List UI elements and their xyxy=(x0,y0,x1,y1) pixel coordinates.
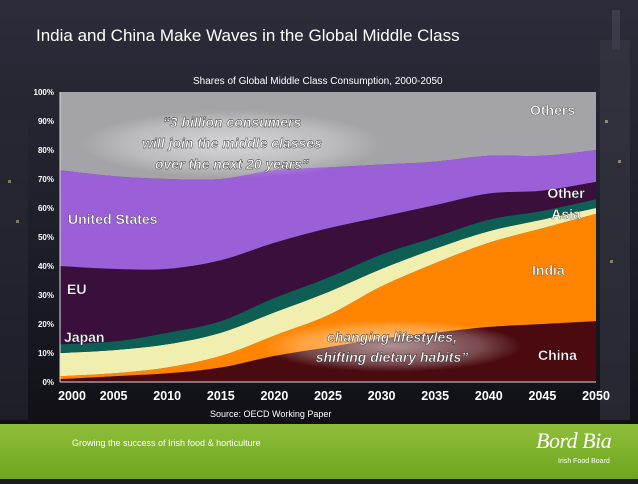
series-label-india: India xyxy=(532,262,565,278)
y-tick-label: 20% xyxy=(38,320,54,329)
x-tick-label: 2005 xyxy=(100,389,128,403)
y-tick-label: 100% xyxy=(34,88,54,97)
quote-text: over the next 20 years” xyxy=(155,156,309,172)
series-label-japan: Japan xyxy=(64,329,104,345)
series-label-china: China xyxy=(538,347,577,363)
series-label-other-asia: Other xyxy=(547,185,585,201)
x-tick-label: 2025 xyxy=(314,389,342,403)
x-tick-label: 2045 xyxy=(528,389,556,403)
area-other-asia xyxy=(60,199,596,353)
footer-tagline: Growing the success of Irish food & hort… xyxy=(72,438,261,448)
x-tick-label: 2040 xyxy=(475,389,503,403)
quote-text: “3 billion consumers xyxy=(163,114,302,130)
x-tick-label: 2030 xyxy=(368,389,396,403)
quote-text: changing lifestyles, xyxy=(327,329,457,345)
area-india xyxy=(60,213,596,380)
x-tick-label: 2015 xyxy=(207,389,235,403)
y-tick-label: 70% xyxy=(38,175,54,184)
y-tick-label: 60% xyxy=(38,204,54,213)
area-eu xyxy=(60,181,596,345)
chart-title: Shares of Global Middle Class Consumptio… xyxy=(193,76,443,87)
y-tick-label: 80% xyxy=(38,146,54,155)
series-label-other-asia: Asia xyxy=(551,206,581,222)
footer-bar xyxy=(0,424,638,479)
x-tick-label: 2050 xyxy=(582,389,610,403)
series-label-united-states: United States xyxy=(68,211,158,227)
y-tick-label: 40% xyxy=(38,262,54,271)
series-label-eu: EU xyxy=(67,281,86,297)
bord-bia-logo: Bord Bia xyxy=(536,428,612,453)
y-tick-label: 10% xyxy=(38,349,54,358)
x-tick-label: 2000 xyxy=(58,389,86,403)
series-label-others: Others xyxy=(530,102,575,118)
area-united-states xyxy=(60,150,596,270)
x-tick-label: 2020 xyxy=(260,389,288,403)
y-tick-label: 50% xyxy=(38,233,54,242)
skyline-decoration xyxy=(0,10,630,420)
quote-highlight-oval xyxy=(82,110,382,178)
y-tick-label: 30% xyxy=(38,291,54,300)
y-tick-label: 0% xyxy=(42,378,54,387)
slide-title: India and China Make Waves in the Global… xyxy=(36,26,460,45)
quote-highlight-oval xyxy=(262,320,522,372)
x-tick-label: 2010 xyxy=(153,389,181,403)
quote-text: will join the middle classes xyxy=(142,135,322,151)
logo-subtitle: Irish Food Board xyxy=(558,458,610,465)
x-tick-label: 2035 xyxy=(421,389,449,403)
source-note: Source: OECD Working Paper xyxy=(210,409,332,419)
y-tick-label: 90% xyxy=(38,117,54,126)
quote-text: shifting dietary habits” xyxy=(316,349,468,365)
